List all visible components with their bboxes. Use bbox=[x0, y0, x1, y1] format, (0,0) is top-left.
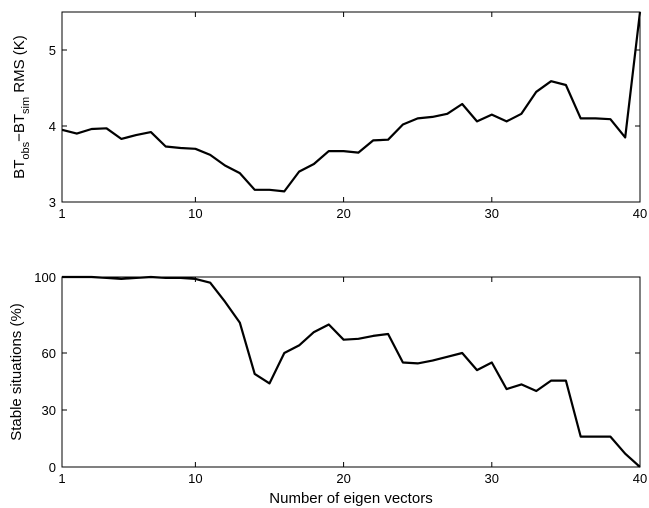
rms-series-line bbox=[61, 11, 642, 193]
stable-x-ticks: 1 10 20 30 40 bbox=[58, 277, 647, 486]
ylabel-part-bt: BT bbox=[11, 160, 28, 179]
y-tick-label: 5 bbox=[49, 43, 56, 58]
stable-series-line bbox=[62, 275, 641, 468]
y-tick-label: 60 bbox=[42, 346, 56, 361]
y-tick-label: 100 bbox=[34, 270, 56, 285]
rms-y-ticks: 3 4 5 bbox=[49, 43, 640, 210]
stable-y-ticks: 0 30 60 100 bbox=[34, 270, 640, 475]
x-tick-label: 30 bbox=[485, 471, 499, 486]
stable-plot-frame bbox=[61, 276, 641, 468]
stable-panel: 1 10 20 30 40 0 30 60 100 Stable situations (%)… bbox=[8, 270, 647, 507]
rms-panel: 1 10 20 30 40 3 4 5 BTobs−BTsim RMS (K) bbox=[11, 11, 647, 221]
x-tick-label: 10 bbox=[188, 206, 202, 221]
x-tick-label: 30 bbox=[485, 206, 499, 221]
x-tick-label: 40 bbox=[633, 471, 647, 486]
ylabel-part-sim: sim bbox=[20, 97, 32, 114]
x-tick-label: 1 bbox=[58, 471, 65, 486]
y-tick-label: 3 bbox=[49, 195, 56, 210]
x-tick-label: 10 bbox=[188, 471, 202, 486]
ylabel-part-rms: RMS (K) bbox=[11, 35, 28, 97]
ylabel-part-minus-bt: −BT bbox=[11, 114, 28, 142]
y-tick-label: 0 bbox=[49, 460, 56, 475]
y-tick-label: 4 bbox=[49, 119, 56, 134]
stable-x-axis-label: Number of eigen vectors bbox=[269, 490, 432, 507]
y-tick-label: 30 bbox=[42, 403, 56, 418]
x-tick-label: 20 bbox=[336, 206, 350, 221]
stable-y-axis-label: Stable situations (%) bbox=[8, 303, 25, 441]
ylabel-part-obs: obs bbox=[20, 141, 32, 159]
rms-plot-frame bbox=[61, 11, 641, 203]
x-tick-label: 40 bbox=[633, 206, 647, 221]
x-tick-label: 1 bbox=[58, 206, 65, 221]
rms-y-axis-label: BTobs−BTsim RMS (K) bbox=[11, 35, 32, 179]
rms-x-ticks: 1 10 20 30 40 bbox=[58, 12, 647, 221]
x-tick-label: 20 bbox=[336, 471, 350, 486]
